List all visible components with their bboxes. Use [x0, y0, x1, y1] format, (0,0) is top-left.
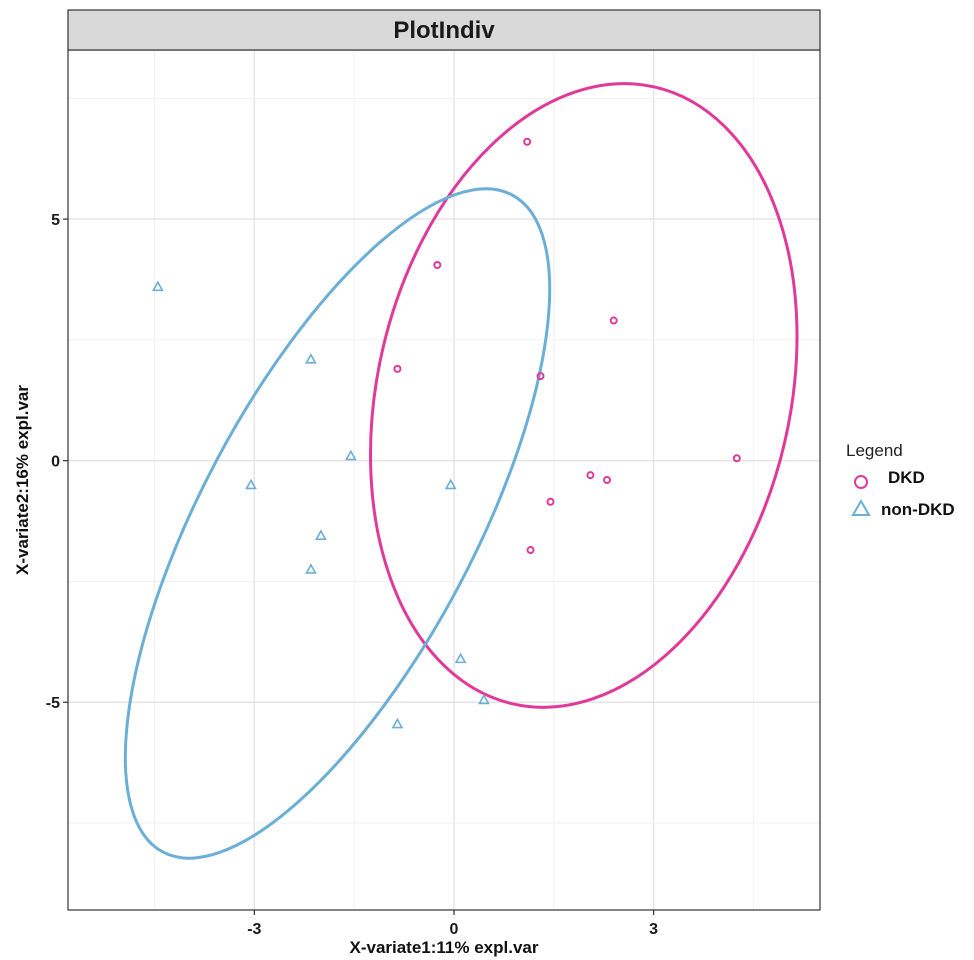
point-non-dkd: [245, 478, 257, 490]
chart-title: PlotIndiv: [393, 17, 495, 44]
ellipse-non-dkd: [123, 187, 552, 860]
point-non-dkd: [454, 652, 467, 664]
legend-label-non-dkd: non-DKD: [881, 500, 955, 519]
y-axis-title: X-variate2:16% expl.var: [13, 385, 32, 575]
x-tick-label: -3: [247, 921, 261, 938]
point-non-dkd: [305, 353, 317, 364]
legend-non-dkd-triangle-icon: [851, 498, 871, 516]
point-dkd: [732, 454, 741, 463]
point-non-dkd: [305, 563, 317, 574]
point-non-dkd: [444, 478, 457, 490]
point-non-dkd: [391, 717, 404, 729]
point-non-dkd: [315, 529, 327, 540]
point-non-dkd: [151, 280, 164, 292]
x-tick-label: 0: [450, 921, 459, 938]
data-points: [151, 137, 741, 729]
plot-panel: [68, 50, 820, 910]
x-tick-label: 3: [649, 921, 658, 938]
confidence-ellipses: [123, 82, 799, 860]
point-dkd: [433, 261, 442, 269]
point-non-dkd: [478, 693, 490, 705]
grid-lines: [68, 50, 820, 910]
point-dkd: [393, 364, 402, 373]
axis-ticks: -3 0 3 -5 0 5: [46, 212, 658, 938]
point-dkd: [523, 137, 532, 146]
point-dkd: [586, 471, 595, 480]
legend-dkd-circle-icon: [854, 475, 868, 489]
point-non-dkd: [344, 449, 357, 461]
y-tick-label: 0: [51, 454, 60, 471]
point-dkd: [609, 316, 618, 325]
point-dkd: [536, 372, 545, 381]
y-tick-label: 5: [51, 212, 60, 229]
legend-label-dkd: DKD: [888, 468, 925, 487]
ellipse-dkd: [369, 82, 799, 709]
point-dkd: [526, 546, 535, 555]
legend-title: Legend: [846, 441, 903, 460]
legend: Legend DKD non-DKD: [846, 441, 955, 519]
y-tick-label: -5: [46, 695, 60, 712]
point-dkd: [603, 476, 612, 484]
point-dkd: [546, 497, 555, 506]
x-axis-title: X-variate1:11% expl.var: [349, 938, 538, 957]
facet-strip: [67, 9, 821, 51]
